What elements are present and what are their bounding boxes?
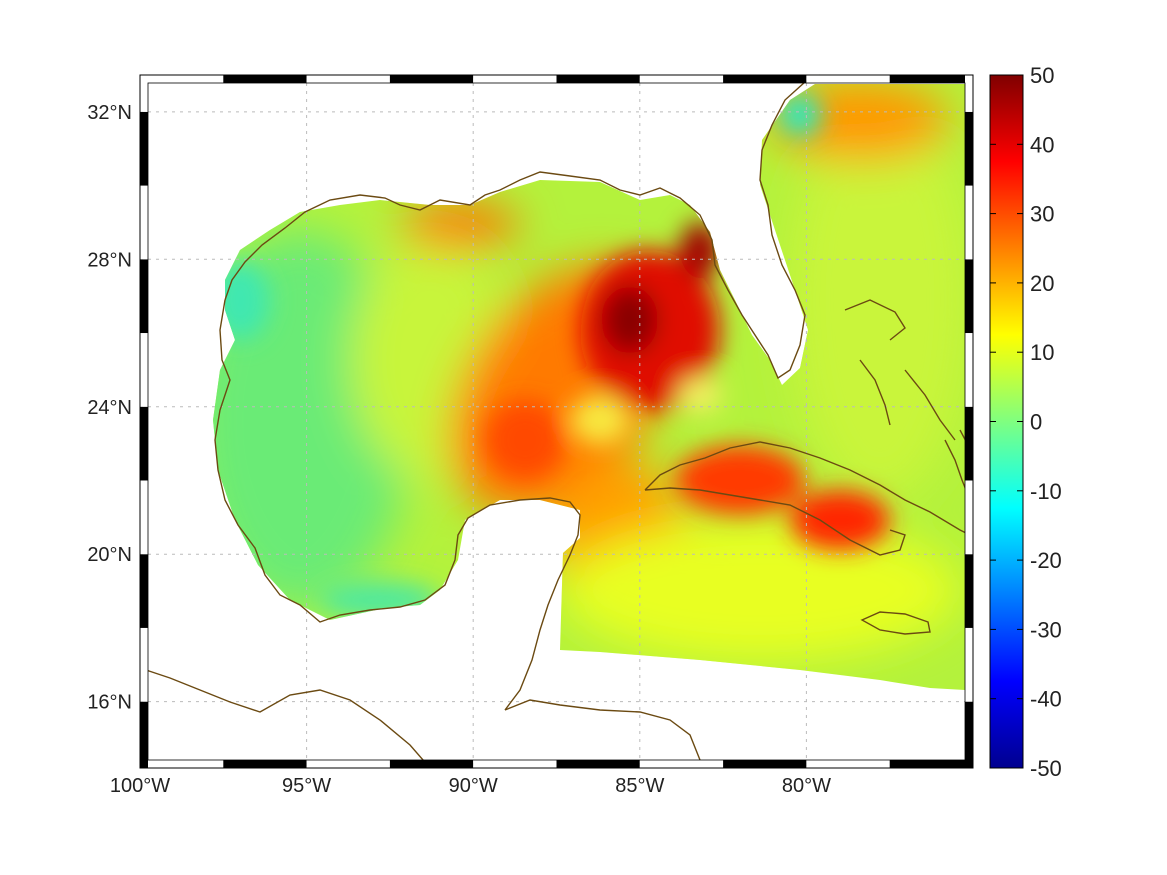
frame-bar-top-6 — [639, 75, 724, 83]
frame-bar-right-2 — [965, 554, 973, 628]
frame-bar-right-3 — [965, 480, 973, 555]
frame-bar-top-3 — [389, 75, 474, 83]
frame-bar-right-6 — [965, 259, 973, 334]
frame-bar-left-1 — [140, 627, 148, 702]
colorbar-tick-label: 40 — [1030, 132, 1054, 157]
coastline-mexico — [214, 299, 581, 711]
longitude-tick-labels: 100°W 95°W 90°W 85°W 80°W — [110, 775, 831, 797]
lon-tick-label: 95°W — [282, 775, 331, 797]
frame-bar-bottom-6 — [639, 760, 724, 768]
frame-bar-left-8 — [140, 111, 148, 186]
coastline-jamaica — [860, 611, 931, 635]
field-atlantic-east-of-florida — [790, 100, 965, 500]
frame-bar-right-8 — [965, 111, 973, 186]
frame-bar-bottom-4 — [473, 760, 557, 768]
field-cuba-hotspot — [675, 445, 805, 515]
colorbar-tick-label: 20 — [1030, 271, 1054, 296]
frame-bar-bottom-8 — [806, 760, 890, 768]
frame-bar-top-0 — [140, 75, 224, 83]
lon-tick-label: 85°W — [615, 775, 664, 797]
frame-bar-bottom-5 — [556, 760, 640, 768]
frame-bar-bottom-1 — [223, 760, 307, 768]
frame-bar-left-3 — [140, 480, 148, 555]
frame-bar-top-5 — [556, 75, 640, 83]
frame-bar-top-4 — [473, 75, 557, 83]
colorbar-outline — [989, 74, 1024, 769]
frame-bar-bottom-2 — [306, 760, 390, 768]
frame-inner-outline — [147, 82, 966, 761]
frame-bar-left-4 — [140, 406, 148, 481]
frame-bar-left-2 — [140, 554, 148, 628]
frame-bar-left-7 — [140, 185, 148, 260]
lon-tick-label: 80°W — [782, 775, 831, 797]
frame-bar-right-4 — [965, 406, 973, 481]
lon-tick-label: 100°W — [110, 775, 170, 797]
colorbar-tick-label: 0 — [1030, 410, 1042, 435]
colorbar-tick-label: 50 — [1030, 63, 1054, 88]
frame-bar-left-5 — [140, 333, 148, 407]
frame-bar-bottom-9 — [889, 760, 973, 768]
lat-tick-label: 32°N — [87, 102, 132, 124]
lat-tick-label: 28°N — [87, 249, 132, 271]
field-caribbean — [560, 520, 960, 660]
map-frame — [139, 74, 974, 769]
coastlines — [139, 74, 971, 769]
colorbar-tick-label: -40 — [1030, 687, 1062, 712]
frame-bar-bottom-7 — [723, 760, 807, 768]
lon-tick-label: 90°W — [449, 775, 498, 797]
frame-bar-bottom-0 — [140, 760, 224, 768]
frame-bar-top-1 — [223, 75, 307, 83]
colorbar-tick-label: -30 — [1030, 617, 1062, 642]
lat-tick-label: 24°N — [87, 397, 132, 419]
data-field — [213, 84, 965, 690]
frame-bar-top-2 — [306, 75, 390, 83]
frame-bar-right-7 — [965, 185, 973, 260]
frame-bar-top-8 — [806, 75, 890, 83]
colorbar-tick-label: -50 — [1030, 756, 1062, 781]
frame-outline — [139, 74, 974, 769]
frame-bar-right-5 — [965, 333, 973, 407]
coastline-bahamas — [844, 299, 969, 446]
frame-bar-right-9 — [965, 75, 973, 112]
colorbar-tick-label: 10 — [1030, 340, 1054, 365]
coastline-honduras — [504, 699, 701, 761]
frame-bar-left-0 — [140, 701, 148, 768]
coastline-gulf-north — [224, 74, 821, 380]
frame-bar-right-1 — [965, 627, 973, 702]
lat-tick-label: 20°N — [87, 544, 132, 566]
frame-bar-left-9 — [140, 75, 148, 112]
frame-bar-bottom-3 — [389, 760, 474, 768]
frame-bar-top-7 — [723, 75, 807, 83]
colorbar-ticks: 50 40 30 20 10 0 -10 -20 -30 -40 -50 — [989, 63, 1062, 781]
coastline-central-america — [139, 667, 431, 769]
coastline-cuba — [644, 441, 971, 556]
colorbar-tick-label: 30 — [1030, 202, 1054, 227]
colorbar-tick-label: -10 — [1030, 479, 1062, 504]
frame-bar-left-6 — [140, 259, 148, 334]
latitude-tick-labels: 32°N 28°N 24°N 20°N 16°N — [87, 102, 132, 714]
frame-bar-right-0 — [965, 701, 973, 768]
lat-tick-label: 16°N — [87, 692, 132, 714]
map-grid — [140, 75, 973, 768]
colorbar-tick-label: -20 — [1030, 548, 1062, 573]
frame-bar-top-9 — [889, 75, 973, 83]
